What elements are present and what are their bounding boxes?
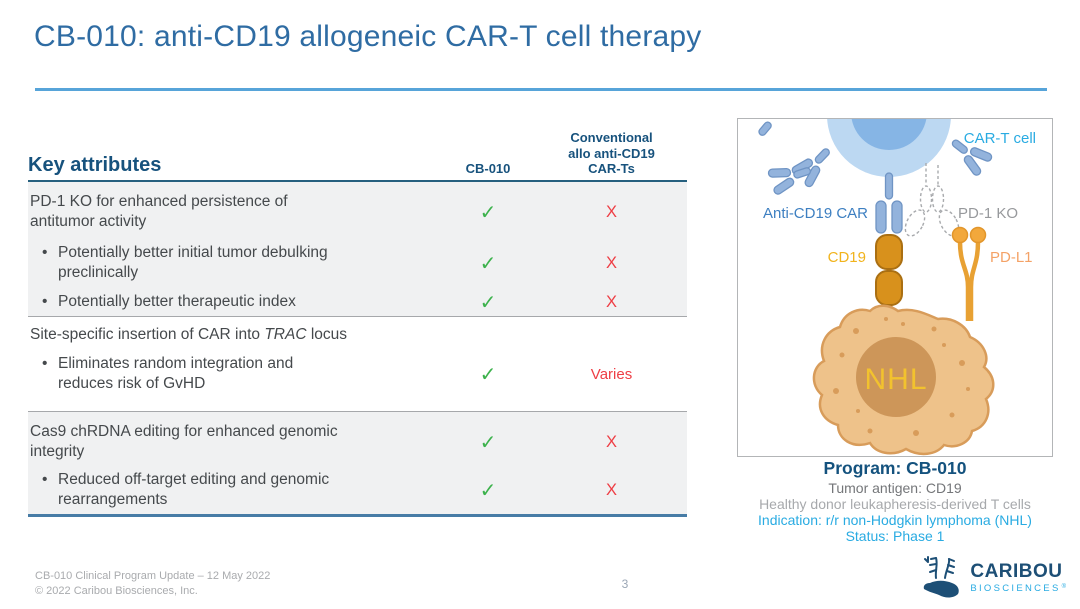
attribute-text: • Potentially better therapeutic index (28, 292, 440, 312)
cross-icon: X (605, 480, 617, 499)
varies-label: Varies (590, 365, 633, 383)
logo-sub-text: BIOSCIENCES (970, 583, 1061, 595)
car-t-mechanism-diagram: NHL CAR-T cell Anti-CD19 CAR PD-1 KO CD1… (737, 118, 1053, 457)
attribute-text: Cas9 chRDNA editing for enhanced genomic… (30, 422, 338, 461)
table-row: • Potentially better initial tumor debulk… (28, 237, 687, 289)
check-icon: ✓ (479, 431, 497, 454)
indication: Indication: r/r non-Hodgkin lymphoma (NH… (758, 511, 1032, 528)
cross-icon: X (605, 253, 617, 272)
check-icon: ✓ (479, 363, 497, 386)
attribute-group-chrdna: Cas9 chRDNA editing for enhanced genomic… (28, 411, 687, 515)
tumor-antigen: Tumor antigen: CD19 (828, 479, 962, 496)
nhl-label: NHL (864, 363, 927, 396)
check-icon: ✓ (479, 292, 497, 314)
cross-icon: X (605, 293, 617, 311)
pdl1-ligand (951, 226, 987, 321)
cd19-antigen (875, 234, 903, 323)
logo-wordmark: CARIBOU BIOSCIENCES ® (970, 562, 1066, 594)
column-header-key-attributes: Key attributes (28, 154, 162, 176)
attribute-text: • Potentially better initial tumor debulk… (42, 243, 328, 281)
pdl1-label: PD-L1 (990, 249, 1033, 266)
bullet-icon: • (42, 243, 48, 261)
gene-name-italic: TRAC (264, 326, 307, 343)
nhl-tumor-cell: NHL (812, 304, 995, 456)
table-row: Cas9 chRDNA editing for enhanced genomic… (28, 418, 687, 466)
key-attributes-table: Key attributes CB-010 Conventional allo … (28, 113, 687, 518)
attribute-group-title: Site-specific insertion of CAR into TRAC… (30, 326, 348, 343)
check-icon: ✓ (479, 479, 497, 502)
bullet-icon: • (42, 470, 48, 488)
page-number: 3 (621, 577, 629, 591)
program-caption: Program: CB-010 Tumor antigen: CD19 Heal… (700, 458, 1080, 545)
attribute-group-pd1-ko: PD-1 KO for enhanced persistence of anti… (28, 182, 687, 316)
check-icon: ✓ (479, 252, 497, 275)
footer-text: CB-010 Clinical Program Update – 12 May … (35, 569, 270, 600)
tumor-nucleus (856, 337, 936, 417)
cross-icon: X (605, 202, 617, 221)
bullet-icon: • (42, 293, 48, 311)
table-row: • Potentially better therapeutic index ✓ … (28, 289, 687, 316)
cart-cell-label: CAR-T cell (964, 130, 1036, 147)
footer-line2: © 2022 Caribou Biosciences, Inc. (35, 585, 198, 598)
cross-icon: X (605, 432, 617, 451)
logo-brand-text: CARIBOU (970, 561, 1063, 583)
table-header: Key attributes CB-010 Conventional allo … (28, 113, 687, 180)
anti-cd19-car-label: Anti-CD19 CAR (763, 205, 868, 222)
car-t-cell-body (827, 119, 951, 177)
attribute-text: • Eliminates random integration and reduc… (42, 354, 294, 393)
tumor-speckles (833, 317, 970, 436)
attribute-text: • Reduced off-target editing and genomic … (42, 470, 330, 509)
check-icon: ✓ (479, 201, 497, 224)
footer-line1: CB-010 Clinical Program Update – 12 May … (35, 570, 271, 582)
table-body: PD-1 KO for enhanced persistence of anti… (28, 180, 687, 518)
pd1-ko-label: PD-1 KO (958, 205, 1018, 222)
attribute-text: PD-1 KO for enhanced persistence of anti… (30, 192, 288, 230)
caribou-logo-icon (924, 556, 960, 598)
table-row: • Reduced off-target editing and genomic … (28, 466, 687, 514)
anti-cd19-car-receptor (875, 172, 903, 234)
column-header-conventional: Conventional allo anti-CD19 CAR-Ts (568, 130, 655, 177)
car-receptor-icons (758, 121, 996, 197)
bullet-icon: • (42, 354, 48, 372)
attribute-group-trac-insertion: Site-specific insertion of CAR into TRAC… (28, 316, 687, 412)
pd1-ko-dashed-receptor (904, 163, 960, 237)
table-row: • Eliminates random integration and reduc… (28, 349, 687, 399)
cd19-label: CD19 (828, 249, 866, 266)
page-title: CB-010: anti-CD19 allogeneic CAR-T cell … (34, 20, 702, 53)
column-header-cb010: CB-010 (465, 161, 511, 177)
status: Status: Phase 1 (845, 527, 945, 544)
registered-mark: ® (1061, 584, 1066, 591)
cell-source: Healthy donor leukapheresis-derived T ce… (759, 495, 1031, 512)
caribou-biosciences-logo: CARIBOU BIOSCIENCES ® (921, 555, 1066, 601)
program-name: Program: CB-010 (823, 458, 967, 478)
table-row: PD-1 KO for enhanced persistence of anti… (28, 187, 687, 237)
title-divider (35, 88, 1047, 91)
